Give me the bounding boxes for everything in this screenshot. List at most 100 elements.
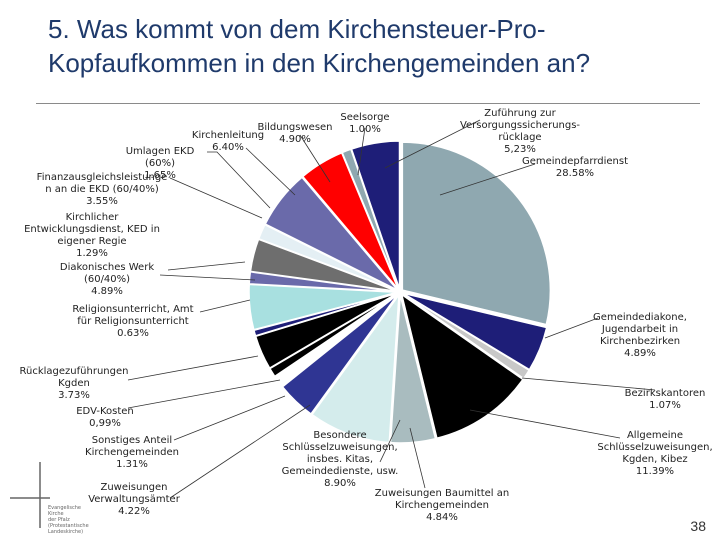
label-zufuehrung-line2: Versorgungssicherungs- xyxy=(459,120,581,131)
label-baumittel: Zuweisungen Baumittel an Kirchengemeinde… xyxy=(372,488,512,524)
leader-seelsorge xyxy=(357,127,366,176)
label-ked-line3: eigener Regie xyxy=(57,236,127,247)
label-bezirkskantoren-value: 1.07% xyxy=(649,400,681,411)
label-diakonie-value: 4.89% xyxy=(91,286,123,297)
leader-kirchenleitung xyxy=(245,147,296,196)
leader-bildung xyxy=(299,134,331,183)
label-zufuehrung-line3: rücklage xyxy=(498,132,542,143)
label-diakonie-line1: Diakonisches Werk xyxy=(59,262,155,273)
label-sonstiges-line1: Sonstiges Anteil xyxy=(91,435,173,446)
label-besondere-line2: Schlüsselzuweisungen, xyxy=(282,442,398,453)
title-line-1: 5. Was kommt von dem Kirchensteuer-Pro- xyxy=(48,14,546,44)
label-bildungswesen-value: 4.90% xyxy=(279,134,311,145)
label-ruecklage: Rücklagezuführungen Kgden 3.73% xyxy=(18,366,130,402)
label-zuwverw-line2: Verwaltungsämter xyxy=(88,494,180,505)
leader-religion xyxy=(199,299,251,313)
label-besondere: Besondere Schlüsselzuweisungen, insbes. … xyxy=(270,430,410,490)
leader-edv xyxy=(127,379,281,409)
leader-umlagen xyxy=(207,151,271,209)
label-zufuehrung-line1: Zuführung zur xyxy=(484,108,556,119)
label-kirchenleitung-name: Kirchenleitung xyxy=(191,130,265,141)
label-bildungswesen-name: Bildungswesen xyxy=(257,122,333,133)
label-kirchenleitung: Kirchenleitung 6.40% xyxy=(188,130,268,154)
label-zufuehrung: Zuführung zur Versorgungssicherungs- rüc… xyxy=(445,108,595,156)
label-finanzausgleich-line2: n an die EKD (60/40%) xyxy=(45,184,159,195)
label-seelsorge-name: Seelsorge xyxy=(340,112,390,123)
label-ked-line2: Entwicklungsdienst, KED in xyxy=(24,224,160,235)
label-ruecklage-value: 3.73% xyxy=(58,390,90,401)
leader-bezirk xyxy=(521,377,656,391)
label-gemeindediakone-line2: Jugendarbeit in xyxy=(601,324,679,335)
label-gemeindediakone-line3: Kirchenbezirken xyxy=(599,336,681,347)
label-edv-value: 0,99% xyxy=(89,418,121,429)
pie-slice-besondere-schlüsselzuweisungen-insbes-kitas-gemeindedienste-usw xyxy=(310,292,400,444)
label-ked: Kirchlicher Entwicklungsdienst, KED in e… xyxy=(22,212,162,260)
leader-gemeindepfarr xyxy=(439,163,536,196)
label-ked-value: 1.29% xyxy=(76,248,108,259)
label-seelsorge-value: 1.00% xyxy=(349,124,381,135)
logo-text: Evangelische Kirche der Pfalz (Protestan… xyxy=(48,505,94,535)
label-zuwverw-line1: Zuweisungen xyxy=(100,482,168,493)
label-religionsunterricht: Religionsunterricht, Amt für Religionsun… xyxy=(58,304,208,340)
pie-slice-zuweisungen-baumittel-an-kirchengemeinden xyxy=(389,294,437,444)
label-baumittel-line2: Kirchengemeinden xyxy=(395,500,489,511)
label-finanzausgleich-line1: Finanzausgleichsleistunge xyxy=(36,172,168,183)
church-logo-icon xyxy=(10,462,50,528)
label-zuweisungen-verwaltung: Zuweisungen Verwaltungsämter 4.22% xyxy=(84,482,184,518)
leader-zuwverw xyxy=(169,404,311,499)
label-bezirkskantoren-name: Bezirkskantoren xyxy=(624,388,706,399)
label-allgemeine-line1: Allgemeine xyxy=(626,430,684,441)
pie-slice-bezirkskantoren xyxy=(402,292,531,380)
leader-allgemeine xyxy=(469,409,621,439)
logo-text-line1: Evangelische Kirche xyxy=(48,505,81,517)
label-allgemeine-line2: Schlüsselzuweisungen, xyxy=(597,442,713,453)
label-finanzausgleich-value: 3.55% xyxy=(86,196,118,207)
logo-text-line2: der Pfalz xyxy=(48,517,70,523)
label-diakonie: Diakonisches Werk (60/40%) 4.89% xyxy=(52,262,162,298)
title-divider xyxy=(36,103,700,104)
leader-zufuehrung xyxy=(384,119,481,169)
label-gemeindediakone: Gemeindediakone, Jugendarbeit in Kirchen… xyxy=(585,312,695,360)
label-besondere-value: 8.90% xyxy=(324,478,356,489)
label-religionsunterricht-line2: für Religionsunterricht xyxy=(77,316,189,327)
label-sonstiges-line2: Kirchengemeinden xyxy=(85,447,179,458)
label-gemeindepfarrdienst-value: 28.58% xyxy=(555,168,595,179)
label-gemeindediakone-value: 4.89% xyxy=(624,348,656,359)
label-edv: EDV-Kosten 0,99% xyxy=(70,406,140,430)
label-umlagen-value: 1.65% xyxy=(144,170,176,181)
leader-baumittel xyxy=(409,427,426,489)
label-allgemeine: Allgemeine Schlüsselzuweisungen, Kgden, … xyxy=(590,430,720,478)
label-zuwverw-value: 4.22% xyxy=(118,506,150,517)
pie-slice-umlagen-ekd-60 xyxy=(257,223,398,292)
label-kirchenleitung-value: 6.40% xyxy=(212,142,244,153)
label-baumittel-line1: Zuweisungen Baumittel an xyxy=(374,488,510,499)
label-zufuehrung-value: 5,23% xyxy=(504,144,536,155)
label-religionsunterricht-value: 0.63% xyxy=(117,328,149,339)
leader-finanz xyxy=(169,177,263,219)
label-ruecklage-line1: Rücklagezuführungen xyxy=(19,366,129,377)
pie-slice-gemeindepfarrdienst xyxy=(401,141,552,326)
leader-gemeindediakone xyxy=(544,317,599,339)
label-allgemeine-value: 11.39% xyxy=(635,466,675,477)
label-bezirkskantoren: Bezirkskantoren 1.07% xyxy=(615,388,715,412)
label-religionsunterricht-line1: Religionsunterricht, Amt xyxy=(72,304,194,315)
label-umlagen-name: Umlagen EKD (60%) xyxy=(125,146,195,169)
label-ked-line1: Kirchlicher xyxy=(65,212,119,223)
leader-sonstiges xyxy=(173,395,286,441)
leader-ked xyxy=(167,261,246,271)
leader-besondere xyxy=(379,419,401,463)
label-bildungswesen: Bildungswesen 4.90% xyxy=(255,122,335,146)
label-besondere-line3: insbes. Kitas, xyxy=(306,454,374,465)
label-gemeindepfarrdienst: Gemeindepfarrdienst 28.58% xyxy=(510,156,640,180)
title-line-2: Kopfaufkommen in den Kirchengemeinden an… xyxy=(48,48,591,78)
label-sonstiges: Sonstiges Anteil Kirchengemeinden 1.31% xyxy=(82,435,182,471)
label-seelsorge: Seelsorge 1.00% xyxy=(335,112,395,136)
logo-text-line3: (Protestantische Landeskirche) xyxy=(48,523,89,535)
leader-lines xyxy=(127,119,656,499)
page-title: 5. Was kommt von dem Kirchensteuer-Pro- … xyxy=(48,12,708,80)
leader-ruecklage xyxy=(127,355,259,381)
label-ruecklage-line2: Kgden xyxy=(58,378,90,389)
pie-slice-kirchenleitung xyxy=(264,176,399,291)
label-besondere-line1: Besondere xyxy=(313,430,367,441)
